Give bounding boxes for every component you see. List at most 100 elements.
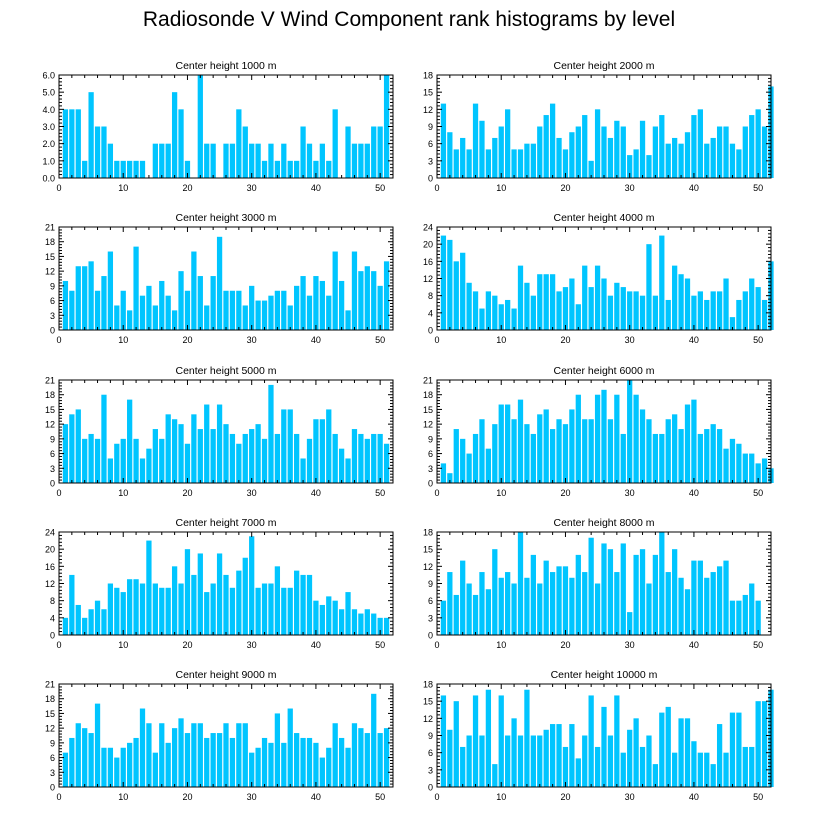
y-tick-label: 24 [423,223,433,233]
panel-2: Center height 2000 m 0 3 6 9 12 15 18 0 10 20 30 40 5… [423,60,774,193]
bar [639,746,646,787]
bar [498,695,504,787]
bar [364,438,370,483]
bar [588,695,594,787]
bar [364,609,370,635]
bar [114,443,120,483]
bar [139,458,146,483]
bar [678,143,684,178]
bar [729,712,736,787]
bar [101,609,107,635]
bar [120,290,126,330]
bar [281,742,287,787]
y-tick-label: 0 [50,326,55,336]
y-tick-label: 15 [45,709,55,719]
bar [287,305,293,330]
y-tick-label: 3 [428,464,433,474]
bar [729,438,736,483]
bar [358,433,364,483]
bar [549,724,556,787]
x-tick-label: 50 [753,183,763,193]
bar [704,143,710,178]
bar [88,433,94,483]
bar [133,579,139,635]
bar [300,126,306,178]
bar [94,600,101,635]
y-tick-label: 12 [423,562,433,572]
bar [281,290,287,330]
bar [338,448,345,483]
bar [242,126,248,178]
bar [75,604,81,635]
bar [120,592,126,635]
bar [749,278,755,330]
bar [159,438,165,483]
bar [358,728,364,787]
bar [582,115,588,178]
bar [472,291,479,330]
bar [594,583,601,635]
bar [627,155,633,178]
bar [300,737,306,787]
x-tick-label: 30 [247,640,257,650]
bar [453,429,459,483]
bar [665,143,671,178]
x-tick-label: 50 [375,640,385,650]
bar [345,458,351,483]
bar [697,433,703,483]
x-tick-label: 50 [753,488,763,498]
bar [216,553,223,635]
bar [326,295,332,330]
bar [492,764,498,787]
bar [440,103,447,178]
bar [684,278,691,330]
bar [94,703,101,787]
y-tick-label: 6 [50,753,55,763]
bar [543,274,549,330]
bar [761,126,768,178]
bar [159,280,165,330]
bar [171,566,178,635]
x-tick-label: 50 [375,792,385,802]
bar [184,443,191,483]
x-tick-label: 0 [56,183,61,193]
y-tick-label: 12 [423,714,433,724]
bar [460,746,466,787]
bar [582,265,588,330]
bar [633,149,639,178]
x-tick-label: 40 [311,792,321,802]
bar [517,735,524,787]
bar [319,604,325,635]
bar [569,278,575,330]
bar [440,600,447,635]
bar [505,735,511,787]
y-tick-label: 9 [428,122,433,132]
bar [210,429,216,483]
panel-title: Center height 1000 m [176,60,277,72]
y-tick-label: 3 [50,464,55,474]
bar [678,577,684,635]
bar [537,126,543,178]
x-tick-label: 10 [118,335,128,345]
y-tick-label: 20 [423,240,433,250]
bar [755,109,761,178]
bar [377,285,383,330]
bar [377,733,383,787]
bar [133,438,139,483]
bar [371,693,377,787]
bar [178,583,184,635]
bar [530,143,536,178]
y-tick-label: 15 [423,88,433,98]
bar [313,742,319,787]
bar [517,149,524,178]
bar [704,429,710,483]
bar [94,290,101,330]
bar [659,532,665,635]
y-tick-label: 3 [50,768,55,778]
bar [332,251,338,330]
bar [114,160,120,178]
bar [710,764,716,787]
bar [620,543,626,635]
bar [562,287,569,330]
bar [742,126,748,178]
